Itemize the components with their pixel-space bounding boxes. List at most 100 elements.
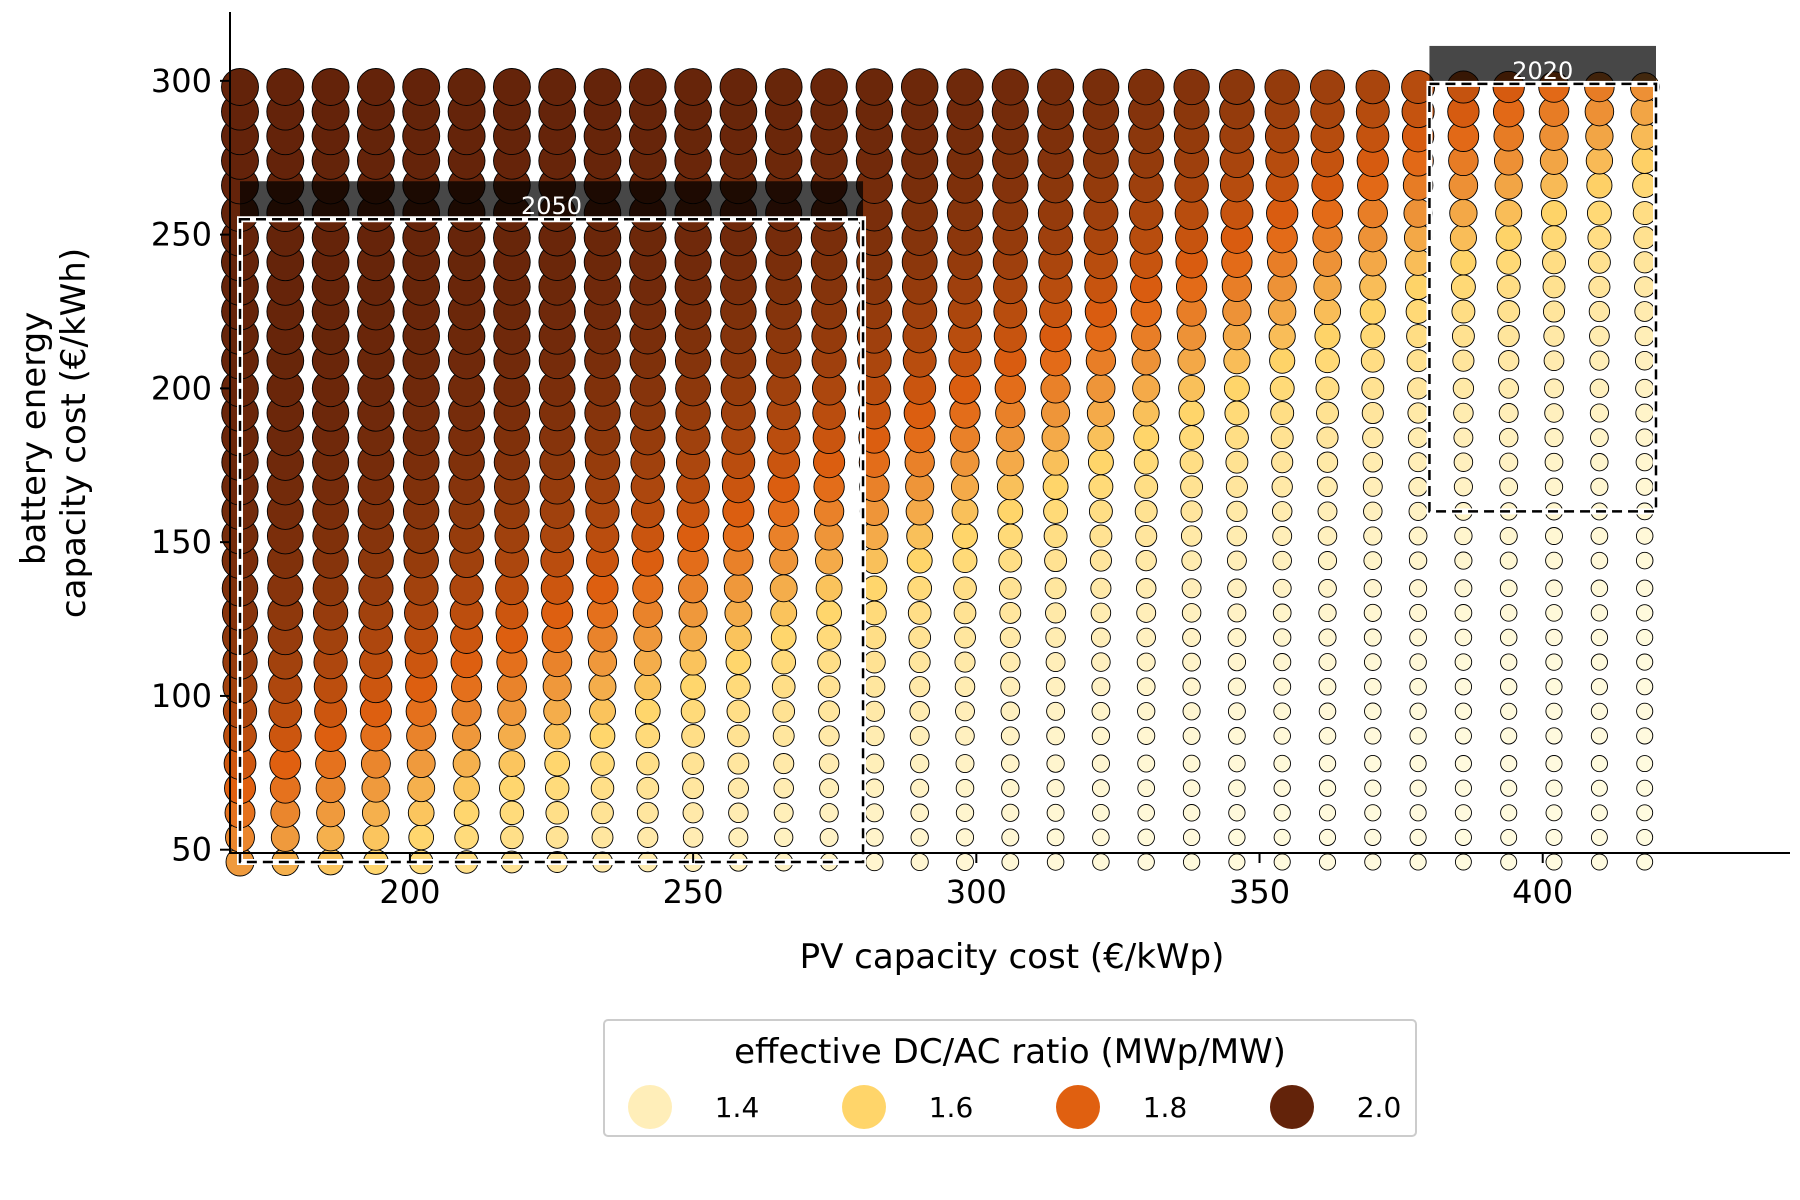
data-point — [1091, 779, 1110, 798]
data-point — [1137, 828, 1155, 847]
data-point — [1272, 526, 1293, 546]
data-point — [1089, 549, 1112, 572]
data-point — [447, 68, 486, 106]
data-point — [492, 68, 531, 106]
data-points — [221, 68, 1660, 877]
data-point — [764, 68, 803, 106]
data-point — [1087, 424, 1115, 452]
data-point — [1636, 804, 1654, 822]
data-point — [591, 801, 614, 825]
data-point — [1316, 451, 1339, 473]
data-point — [1046, 828, 1065, 847]
data-point — [1409, 677, 1427, 696]
data-point — [1227, 677, 1246, 696]
data-point — [1499, 526, 1518, 546]
data-point — [999, 626, 1021, 649]
data-point — [1454, 755, 1472, 773]
data-point — [1590, 804, 1608, 822]
data-point — [1318, 628, 1337, 647]
data-point — [816, 625, 842, 650]
data-point — [1454, 653, 1473, 671]
data-point — [1001, 853, 1020, 871]
data-point — [315, 748, 347, 780]
data-point — [1226, 550, 1247, 571]
data-point — [1542, 300, 1566, 323]
data-point — [1180, 500, 1203, 523]
data-point — [817, 675, 841, 699]
data-point — [1358, 248, 1387, 277]
data-point — [1496, 249, 1522, 275]
data-point — [864, 725, 885, 747]
data-point — [1271, 451, 1294, 474]
data-point — [954, 651, 976, 673]
data-point — [1226, 500, 1248, 523]
data-point — [1272, 578, 1292, 598]
data-point — [544, 775, 570, 801]
data-point — [1545, 804, 1563, 822]
data-point — [1542, 250, 1566, 275]
data-point — [545, 801, 569, 825]
data-point — [1318, 754, 1337, 773]
data-point — [1500, 678, 1518, 696]
data-point — [1316, 426, 1339, 449]
data-point — [1273, 702, 1292, 721]
data-point — [1545, 551, 1563, 570]
data-point — [1500, 853, 1518, 871]
data-point — [1590, 579, 1609, 598]
region-label-bar — [240, 181, 864, 220]
data-point — [1037, 68, 1075, 106]
data-point — [356, 68, 395, 106]
data-point — [1449, 198, 1478, 228]
data-point — [1089, 524, 1113, 548]
data-point — [1046, 803, 1065, 822]
data-point — [1449, 224, 1477, 252]
data-point — [1633, 226, 1657, 250]
data-point — [1273, 628, 1292, 647]
data-point — [1454, 579, 1473, 598]
data-point — [727, 777, 749, 799]
data-point — [1636, 702, 1654, 720]
data-point — [1182, 828, 1201, 847]
data-point — [1454, 828, 1472, 846]
data-point — [1136, 677, 1156, 697]
data-point — [1092, 828, 1110, 847]
data-point — [1091, 754, 1110, 773]
data-point — [1635, 453, 1654, 472]
legend-marker — [628, 1085, 672, 1129]
data-point — [1181, 603, 1202, 623]
data-point — [818, 753, 840, 774]
data-point — [1590, 779, 1608, 797]
data-point — [1454, 628, 1473, 647]
data-point — [1500, 804, 1518, 822]
data-point — [1636, 628, 1654, 647]
data-point — [1179, 425, 1205, 451]
data-point — [1043, 524, 1068, 548]
data-point — [1500, 755, 1518, 773]
data-point — [679, 648, 707, 676]
data-point — [1409, 828, 1427, 846]
data-point — [1409, 727, 1427, 745]
data-point — [770, 624, 797, 651]
data-point — [1000, 726, 1020, 746]
data-point — [1590, 527, 1609, 545]
data-point — [545, 826, 569, 849]
data-point — [1228, 754, 1246, 773]
data-point — [1543, 325, 1565, 347]
data-point — [1000, 651, 1021, 673]
data-point — [543, 722, 571, 750]
data-point — [1273, 828, 1291, 846]
data-point — [909, 676, 931, 698]
data-point — [1452, 349, 1475, 372]
data-point — [1636, 579, 1654, 597]
data-point — [1409, 653, 1427, 671]
region-label: 2020 — [1512, 57, 1573, 85]
data-point — [1228, 779, 1246, 797]
data-point — [955, 803, 975, 822]
data-point — [590, 776, 615, 800]
data-point — [1585, 147, 1614, 175]
data-point — [910, 778, 930, 798]
data-point — [1181, 550, 1202, 571]
data-point — [1590, 428, 1609, 447]
data-point — [1409, 804, 1427, 822]
data-point — [810, 68, 848, 106]
